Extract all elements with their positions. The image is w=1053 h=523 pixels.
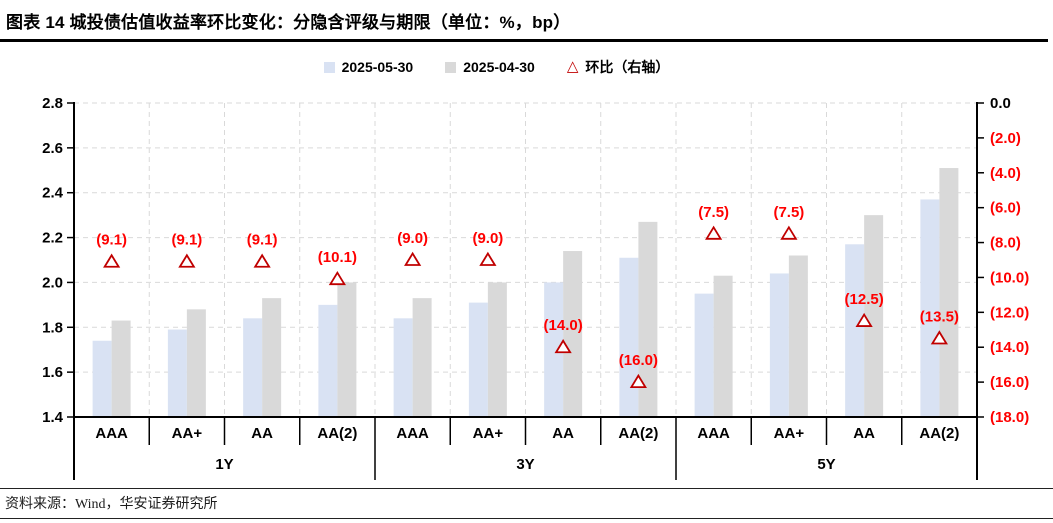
footer-divider-top [0, 488, 1053, 489]
category-label: AA [251, 425, 273, 442]
chart-legend: 2025-05-30 2025-04-30 △ 环比（右轴） [0, 57, 993, 77]
category-label: AAA [697, 425, 730, 442]
change-marker-triangle-icon [178, 253, 196, 268]
left-axis-tick-label: 1.8 [42, 319, 63, 336]
left-axis-tick-label: 2.4 [42, 185, 64, 202]
bar-2025-04-30-slot-9 [788, 255, 808, 417]
bar-2025-05-30-slot-0 [92, 340, 112, 417]
bar-2025-04-30-slot-4 [412, 298, 432, 417]
group-label: 5Y [817, 456, 835, 473]
right-axis-tick-label: (12.0) [990, 304, 1029, 321]
legend-color-swatch [445, 61, 457, 73]
legend-color-swatch [323, 61, 335, 73]
left-axis-tick-label: 2.8 [42, 95, 63, 112]
change-value-label: (7.5) [773, 204, 804, 221]
category-label: AAA [95, 425, 128, 442]
group-label: 3Y [516, 456, 534, 473]
change-marker-triangle-icon [328, 270, 346, 286]
change-marker-triangle-icon [855, 312, 873, 327]
change-value-label: (16.0) [619, 352, 658, 369]
bar-2025-05-30-slot-1 [167, 329, 187, 417]
bar-2025-05-30-slot-5 [468, 302, 488, 417]
category-label: AA [853, 425, 875, 442]
footer-divider-bottom [0, 518, 1053, 519]
left-axis-tick-label: 1.6 [42, 364, 63, 381]
right-axis-tick-label: (16.0) [990, 374, 1029, 391]
legend-label: 2025-04-30 [463, 59, 535, 75]
change-marker-triangle-icon [479, 251, 497, 266]
bar-2025-05-30-slot-4 [393, 318, 413, 417]
bar-2025-05-30-slot-8 [694, 293, 714, 417]
change-marker-triangle-icon [253, 253, 271, 268]
right-axis-tick-label: (14.0) [990, 339, 1029, 356]
bar-2025-05-30-slot-6 [544, 282, 564, 417]
right-axis-tick-label: (8.0) [990, 235, 1021, 252]
bar-2025-05-30-slot-11 [920, 199, 940, 417]
legend-triangle-marker-icon: △ [566, 58, 579, 75]
left-axis-tick-label: 2.6 [42, 140, 63, 157]
category-label: AA(2) [317, 425, 357, 442]
left-axis-tick-label: 2.2 [42, 230, 63, 247]
change-value-label: (12.5) [845, 291, 884, 308]
legend-item-0: 2025-05-30 [323, 59, 414, 75]
change-marker-triangle-icon [103, 253, 121, 268]
category-label: AA(2) [618, 425, 658, 442]
right-axis-tick-label: (2.0) [990, 130, 1021, 147]
bar-2025-05-30-slot-3 [318, 304, 338, 417]
bar-2025-04-30-slot-6 [563, 251, 583, 417]
title-divider [0, 39, 1048, 42]
bar-2025-05-30-slot-9 [769, 273, 789, 417]
change-marker-triangle-icon [629, 373, 647, 389]
change-value-label: (9.1) [171, 232, 202, 249]
source-note: 资料来源：Wind，华安证券研究所 [5, 497, 218, 512]
figure-title: 图表 14 城投债估值收益率环比变化：分隐含评级与期限（单位：%，bp） [6, 13, 571, 32]
change-marker-triangle-icon [705, 225, 723, 240]
right-axis-tick-label: (6.0) [990, 200, 1021, 217]
bar-2025-05-30-slot-10 [845, 244, 865, 417]
change-value-label: (9.0) [472, 230, 503, 247]
category-label: AA(2) [919, 425, 959, 442]
change-marker-triangle-icon [780, 225, 798, 240]
legend-item-1: 2025-04-30 [445, 59, 535, 75]
bar-2025-05-30-slot-7 [619, 257, 639, 417]
right-axis-tick-label: 0.0 [990, 95, 1011, 112]
change-value-label: (9.0) [397, 230, 428, 247]
group-label: 1Y [215, 456, 233, 473]
change-value-label: (9.1) [247, 232, 278, 249]
bar-2025-04-30-slot-7 [638, 221, 658, 417]
right-axis-tick-label: (18.0) [990, 409, 1029, 426]
bar-2025-04-30-slot-5 [487, 282, 507, 417]
legend-label: 环比（右轴） [585, 59, 670, 75]
category-label: AA+ [172, 425, 203, 442]
change-value-label: (7.5) [698, 204, 729, 221]
change-value-label: (14.0) [544, 317, 583, 334]
change-value-label: (10.1) [318, 249, 357, 266]
bar-2025-04-30-slot-0 [111, 320, 131, 417]
change-marker-triangle-icon [404, 251, 422, 266]
right-axis-tick-label: (4.0) [990, 165, 1021, 182]
legend-item-2: △ 环比（右轴） [567, 57, 670, 77]
change-marker-triangle-icon [930, 330, 948, 345]
left-axis-tick-label: 1.4 [42, 409, 64, 426]
legend-label: 2025-05-30 [341, 59, 414, 75]
change-value-label: (9.1) [96, 232, 127, 249]
left-axis-tick-label: 2.0 [42, 274, 63, 291]
category-label: AA [552, 425, 574, 442]
right-axis-tick-label: (10.0) [990, 269, 1029, 286]
bar-2025-04-30-slot-1 [186, 309, 206, 417]
change-marker-triangle-icon [554, 338, 572, 354]
bar-2025-04-30-slot-2 [262, 298, 282, 417]
bar-2025-04-30-slot-10 [864, 215, 884, 417]
bar-2025-04-30-slot-8 [713, 275, 733, 417]
category-label: AA+ [774, 425, 805, 442]
category-label: AA+ [473, 425, 504, 442]
change-value-label: (13.5) [920, 309, 959, 326]
category-label: AAA [396, 425, 429, 442]
bar-2025-04-30-slot-3 [337, 282, 357, 417]
bar-2025-05-30-slot-2 [243, 318, 263, 417]
bar-2025-04-30-slot-11 [939, 168, 959, 417]
